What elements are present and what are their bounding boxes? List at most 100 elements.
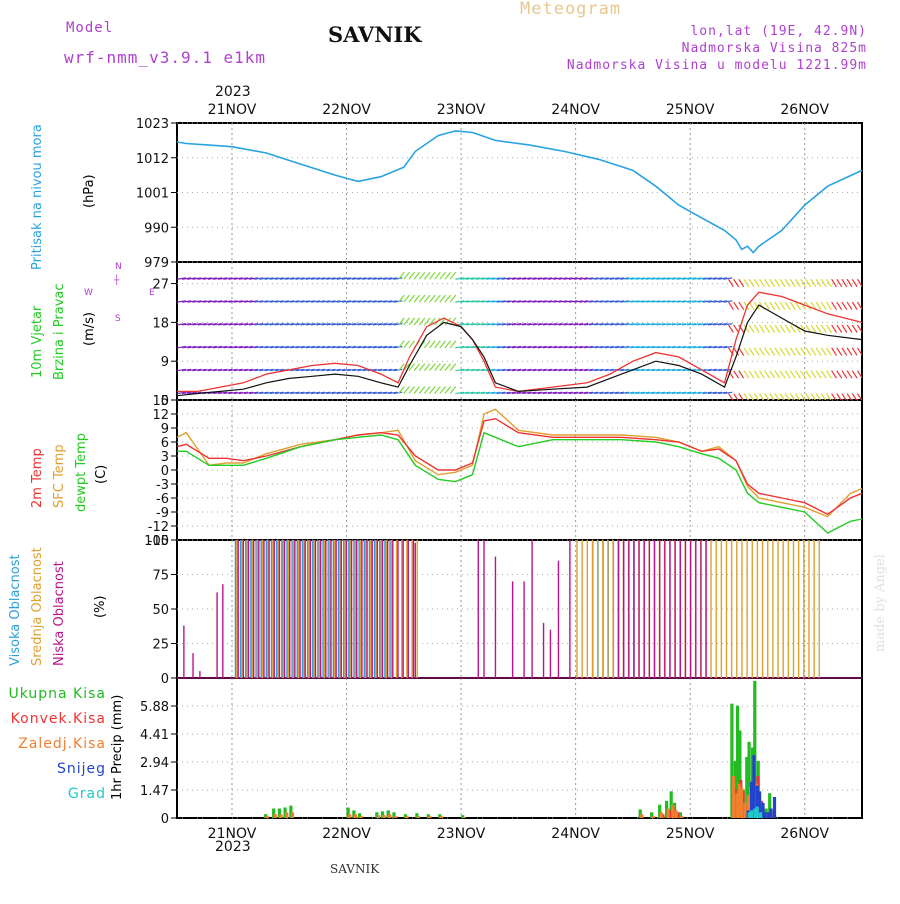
wind-barb (789, 393, 796, 400)
wind-barb (202, 368, 212, 372)
wind-barb (264, 323, 274, 326)
wind-barb (243, 391, 253, 395)
wind-barb (795, 393, 801, 400)
y-tick-label: 2.94 (140, 756, 169, 771)
wind-barb (362, 323, 372, 326)
wind-barb (702, 345, 712, 349)
wind-barb (604, 300, 614, 303)
wind-barb (846, 347, 853, 356)
wind-barb (352, 277, 362, 280)
compass-south: S (115, 314, 121, 324)
wind-barb (496, 300, 506, 303)
wind-barb (413, 317, 421, 326)
wind-barb (290, 345, 300, 349)
precip-bar (658, 804, 662, 818)
wind-barb (259, 391, 269, 395)
wind-barb (182, 345, 192, 349)
wind-barb (820, 370, 827, 379)
wind-barb (367, 391, 377, 395)
wind-barb (753, 393, 760, 400)
wind-barb (820, 347, 827, 356)
wind-barb (769, 278, 776, 288)
wind-barb (383, 277, 393, 280)
wind-barb (418, 317, 426, 326)
wind-barb (594, 345, 604, 349)
wind-barb (831, 393, 837, 400)
wind-barb (553, 345, 563, 349)
wind-barb (238, 368, 248, 372)
wind-barb (645, 323, 656, 326)
wind-barb (527, 300, 537, 303)
wind-barb (212, 368, 223, 372)
wind-barb (295, 300, 305, 303)
wind-barb (475, 323, 485, 326)
wind-barb (517, 368, 527, 372)
compass-west: W (84, 288, 93, 298)
wind-barb (460, 391, 470, 395)
wind-barb (831, 370, 838, 379)
wind-barb (501, 323, 511, 326)
wind-barb (825, 301, 832, 311)
wind-barb (218, 300, 228, 303)
wind-barb (223, 277, 233, 280)
wind-barb (753, 301, 760, 311)
wind-barb (697, 323, 707, 326)
precip-bar (277, 808, 281, 818)
wind-barb (620, 323, 630, 326)
wind-barb (702, 391, 712, 395)
wind-barb (388, 323, 398, 326)
wind-barb (259, 277, 269, 280)
wind-barb (233, 345, 243, 349)
wind-barb (774, 370, 781, 379)
wind-barb (769, 393, 775, 400)
precip-bar (416, 816, 421, 818)
precip-bar (358, 813, 362, 818)
wind-barb (609, 277, 619, 280)
wind-barb (568, 300, 578, 303)
wind-barb (177, 323, 186, 326)
wind-barb (316, 323, 326, 326)
wind-barb (403, 294, 410, 303)
wind-barb (372, 323, 382, 326)
wind-barb (800, 393, 806, 400)
wind-barb (228, 391, 238, 395)
wind-barb (341, 277, 351, 280)
wind-barb (784, 370, 791, 379)
wind-barb (444, 340, 452, 349)
wind-barb (666, 300, 676, 303)
wind-barb (666, 391, 676, 395)
wind-barb (455, 300, 465, 303)
precip-bar (745, 757, 749, 818)
wind-barb (584, 300, 594, 303)
wind-barb (501, 300, 511, 303)
wind-side-label-2: Brzina i Pravac (52, 283, 67, 380)
wind-barb (856, 301, 862, 311)
wind-barb (321, 323, 331, 326)
precip-bar (674, 810, 678, 818)
wind-barb (553, 300, 563, 303)
wind-barb (192, 345, 202, 349)
wind-barb (331, 300, 341, 303)
wind-barb (578, 277, 589, 280)
wind-barb (846, 278, 853, 288)
y-tick-label: 0 (161, 812, 169, 827)
wind-barb (532, 391, 542, 395)
wind-barb (671, 368, 681, 372)
wind-barb (825, 278, 832, 288)
wind-barb (702, 277, 712, 280)
wind-barb (264, 300, 274, 303)
wind-barb (316, 345, 326, 349)
wind-barb (836, 324, 843, 333)
wind-barb (651, 345, 661, 349)
wind-barb (254, 345, 264, 349)
precip-bar (749, 810, 754, 818)
wind-barb (558, 368, 568, 372)
wind-barb (269, 391, 279, 395)
wind-barb (630, 323, 640, 326)
wind-barb (738, 370, 745, 379)
wind-barbs (177, 271, 862, 400)
wind-barb (532, 345, 542, 349)
precip-bar (462, 817, 466, 818)
wind-barb (423, 363, 431, 372)
wind-barb (784, 278, 791, 288)
